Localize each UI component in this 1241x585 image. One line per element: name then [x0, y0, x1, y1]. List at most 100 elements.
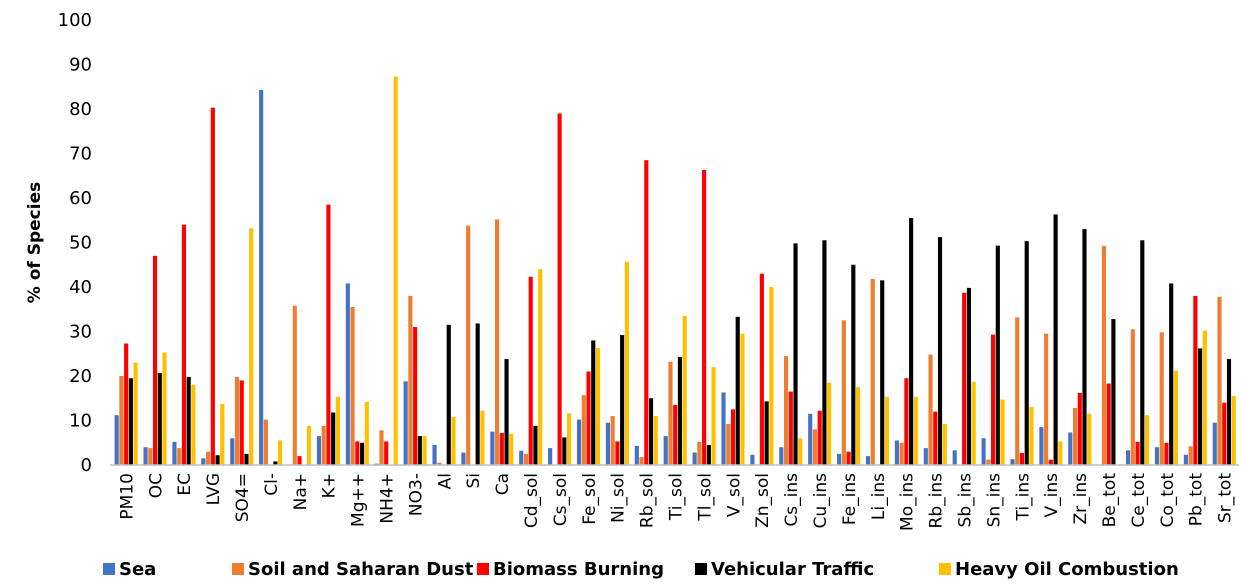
- bar: [239, 380, 244, 465]
- legend-swatch: [477, 563, 489, 575]
- bar: [1222, 402, 1227, 465]
- bar: [639, 456, 644, 465]
- x-tick-label: Zn_sol: [753, 473, 773, 528]
- bar: [326, 204, 331, 465]
- legend-label: Heavy Oil Combustion: [955, 559, 1179, 580]
- bar: [730, 409, 736, 466]
- bar: [991, 334, 996, 465]
- y-tick-label: 90: [69, 55, 92, 76]
- bar: [899, 442, 904, 465]
- bar: [528, 276, 533, 465]
- bar: [523, 453, 529, 466]
- legend: Sea Soil and Saharan Dust Biomass Burning V…: [103, 559, 1179, 580]
- bar: [995, 245, 1000, 465]
- bar: [581, 395, 586, 465]
- bar: [1212, 422, 1217, 465]
- x-tick-label: Rb_sol: [638, 473, 658, 528]
- bar: [692, 452, 697, 465]
- bar: [677, 356, 683, 465]
- bar: [1159, 332, 1164, 465]
- bar: [148, 448, 153, 465]
- bar: [206, 451, 211, 465]
- bar: [595, 347, 601, 465]
- bar: [870, 278, 875, 465]
- bar: [634, 445, 639, 465]
- y-tick-label: 30: [69, 322, 92, 343]
- bar: [1048, 459, 1053, 465]
- x-tick-label: Si: [464, 473, 484, 489]
- bar: [783, 355, 789, 465]
- x-tick-label: V_ins: [1042, 473, 1062, 518]
- y-tick-label: 50: [69, 233, 92, 254]
- bar: [576, 419, 582, 465]
- bar: [538, 269, 543, 465]
- bar: [1072, 408, 1078, 465]
- bar: [711, 367, 716, 465]
- bar: [172, 441, 177, 465]
- y-tick-label: 60: [69, 188, 92, 209]
- bar: [384, 441, 389, 465]
- bar: [504, 359, 509, 465]
- bar: [673, 404, 678, 465]
- bar: [417, 436, 422, 465]
- bar: [234, 376, 240, 465]
- bar: [297, 456, 302, 465]
- bar: [981, 438, 986, 465]
- bar: [812, 429, 818, 465]
- bar: [215, 455, 220, 465]
- bar: [133, 362, 138, 465]
- bar: [735, 316, 740, 465]
- bar: [273, 461, 278, 465]
- bar: [533, 425, 538, 465]
- bar: [1144, 415, 1150, 465]
- bar: [644, 160, 649, 466]
- bars: [114, 76, 1236, 466]
- bar: [668, 361, 673, 465]
- bar: [1140, 240, 1145, 465]
- x-tick-label: Ni_sol: [609, 473, 629, 523]
- bar: [263, 419, 268, 465]
- bar: [124, 343, 129, 465]
- x-tick-label: Cs_ins: [782, 473, 802, 527]
- bar: [1068, 432, 1073, 465]
- bar: [1039, 427, 1044, 465]
- bar: [788, 391, 793, 465]
- bar: [624, 261, 629, 465]
- bar: [379, 430, 384, 465]
- bar: [364, 401, 369, 465]
- bar: [769, 287, 774, 465]
- x-tick-label: Ti_ins: [1013, 473, 1033, 522]
- bar: [846, 451, 851, 465]
- bar: [331, 412, 336, 465]
- x-tick-label: PM10: [117, 473, 137, 520]
- x-tick-label: Ca: [493, 473, 513, 495]
- bar: [519, 450, 524, 465]
- legend-swatch: [939, 563, 951, 575]
- x-tick-label: Pb_tot: [1187, 473, 1207, 527]
- bar: [702, 169, 707, 465]
- x-tick-label: NH4+: [378, 473, 398, 524]
- x-tick-label: Al: [435, 473, 455, 489]
- x-tick-label: K+: [320, 473, 340, 498]
- legend-swatch: [103, 563, 115, 575]
- bar: [177, 448, 182, 465]
- legend-label: Biomass Burning: [493, 559, 664, 580]
- bar: [157, 372, 162, 465]
- bar: [201, 458, 206, 465]
- bar: [321, 425, 326, 465]
- x-tick-label: Sb_ins: [955, 473, 975, 528]
- bar: [475, 323, 480, 465]
- bar: [952, 450, 957, 465]
- bar: [355, 441, 360, 465]
- bar: [937, 237, 943, 465]
- bar: [884, 396, 890, 465]
- y-tick-label: 100: [58, 10, 92, 31]
- bar: [648, 398, 654, 465]
- bar: [1164, 442, 1169, 465]
- bar: [220, 404, 225, 465]
- legend-swatch: [232, 563, 244, 575]
- x-tick-label: Li_ins: [869, 473, 889, 520]
- bar: [152, 255, 158, 465]
- bar: [1111, 319, 1116, 465]
- bar: [1053, 214, 1058, 465]
